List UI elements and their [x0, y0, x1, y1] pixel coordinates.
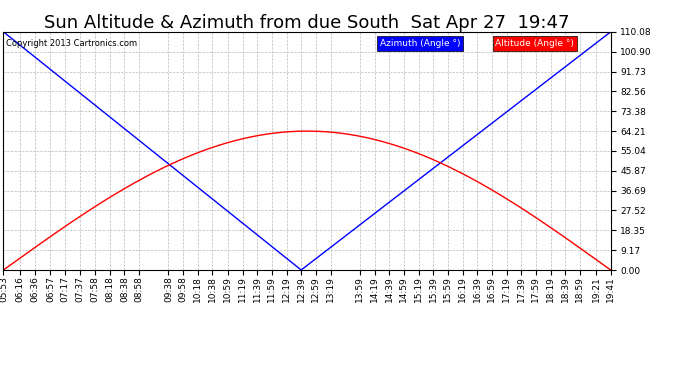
Text: Altitude (Angle °): Altitude (Angle °) [495, 39, 574, 48]
Text: Azimuth (Angle °): Azimuth (Angle °) [380, 39, 460, 48]
Title: Sun Altitude & Azimuth from due South  Sat Apr 27  19:47: Sun Altitude & Azimuth from due South Sa… [44, 14, 570, 32]
Text: Copyright 2013 Cartronics.com: Copyright 2013 Cartronics.com [6, 39, 137, 48]
